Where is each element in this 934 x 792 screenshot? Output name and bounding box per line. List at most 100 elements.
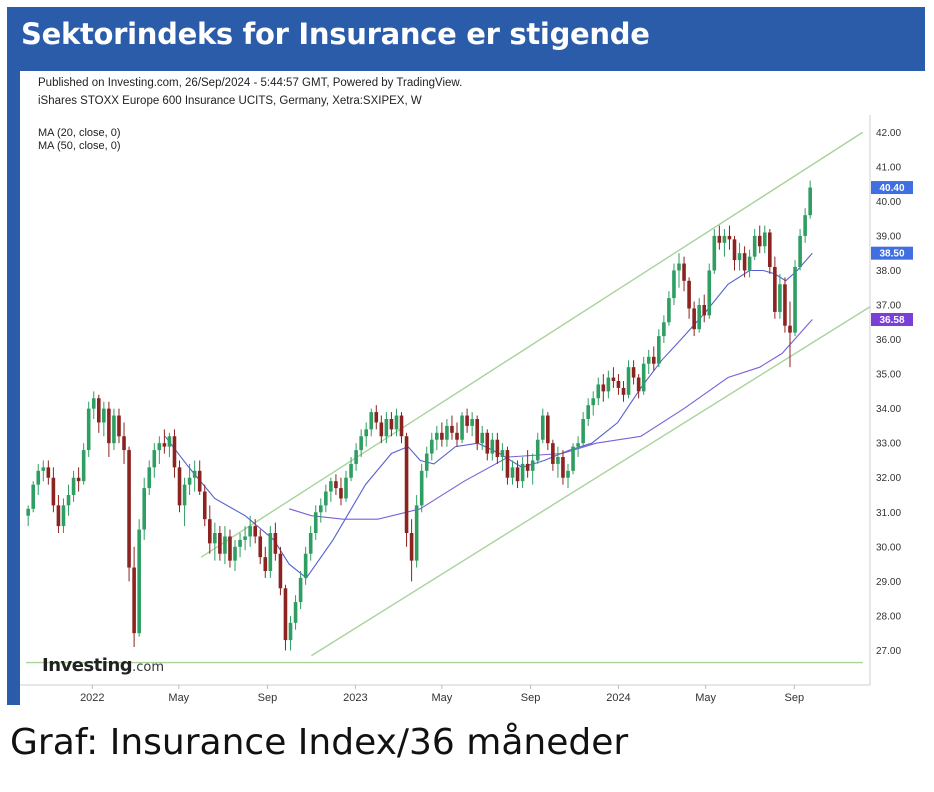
candle-body [601, 384, 606, 392]
candle-body [41, 467, 46, 471]
candle-body [127, 450, 131, 568]
candle-body [112, 415, 116, 444]
y-tick-label: 37.00 [876, 301, 901, 312]
candle-body [91, 398, 96, 409]
x-tick-label: Sep [258, 692, 278, 704]
candle-body [379, 422, 384, 437]
candle-body [510, 467, 515, 478]
candle-body [692, 308, 696, 330]
published-line: Published on Investing.com, 26/Sep/2024 … [38, 77, 463, 89]
candle-body [324, 491, 328, 506]
candle-body [172, 436, 177, 468]
candle-body [192, 470, 197, 478]
candle-body [354, 450, 358, 464]
candle-body [364, 429, 368, 437]
candle-body [475, 419, 479, 444]
candle-body [419, 470, 424, 506]
candle-body [167, 436, 172, 447]
candle-body [147, 467, 152, 489]
candle-body [238, 539, 242, 547]
x-tick-label: 2022 [80, 692, 104, 704]
candle-body [429, 439, 434, 454]
candle-body [248, 526, 252, 537]
candle-body [455, 432, 459, 440]
candle-body [268, 533, 273, 571]
candle-body [313, 512, 318, 533]
ma-legend: MA (20, close, 0) MA (50, close, 0) [38, 127, 121, 153]
candle-body [540, 415, 545, 440]
candle-body [288, 622, 293, 641]
candle-body [71, 477, 76, 495]
candle-body [369, 412, 374, 430]
x-tick-label: Sep [521, 692, 541, 704]
channel-line-lower [311, 306, 871, 657]
candle-body [394, 415, 399, 430]
x-tick-label: 2023 [343, 692, 367, 704]
axis-ticks: 27.00 28.00 29.00 30.00 31.00 32.00 33.00 34.00… [80, 128, 901, 704]
candle-body [742, 253, 747, 271]
candle-body [207, 519, 212, 544]
candle-body [26, 508, 30, 516]
candle-body [793, 267, 797, 333]
last-price-badge-text: 40.40 [879, 183, 904, 194]
candlestick-chart: 27.00 28.00 29.00 30.00 31.00 32.00 33.00 34.00… [20, 115, 913, 704]
candle-body [339, 488, 343, 499]
candles [26, 180, 812, 651]
candle-body [485, 432, 490, 454]
candle-body [687, 280, 691, 309]
moving-averages [164, 252, 813, 579]
candle-body [672, 270, 676, 299]
candle-body [117, 415, 121, 437]
candle-body [546, 415, 550, 444]
candle-body [752, 235, 757, 257]
candle-body [803, 215, 807, 236]
x-tick-label: May [695, 692, 716, 704]
logo-suffix-text: .com [132, 660, 165, 675]
candle-body [132, 567, 136, 634]
ma50-line [288, 319, 813, 520]
y-tick-label: 41.00 [876, 162, 901, 173]
candle-body [81, 450, 86, 482]
candle-body [137, 529, 141, 634]
candle-body [424, 453, 429, 471]
candle-body [414, 505, 419, 561]
candle-body [778, 284, 782, 312]
x-tick-label: Sep [785, 692, 805, 704]
candle-body [223, 536, 227, 554]
candle-body [218, 533, 222, 554]
candle-body [525, 463, 530, 471]
candle-body [631, 367, 636, 378]
candle-body [187, 477, 192, 485]
candle-body [470, 419, 474, 426]
y-tick-label: 33.00 [876, 439, 901, 450]
candle-body [530, 460, 535, 471]
candle-body [727, 235, 732, 240]
candle-body [505, 450, 510, 478]
candle-body [611, 377, 616, 381]
candle-body [197, 470, 202, 492]
candle-body [495, 439, 500, 457]
y-tick-label: 36.00 [876, 335, 901, 346]
candle-body [177, 467, 182, 506]
candle-body [581, 419, 585, 444]
logo-main-text: Investing [42, 655, 133, 676]
candle-body [641, 363, 646, 392]
investing-logo: Investing.com [42, 655, 164, 676]
candle-body [677, 263, 681, 271]
candle-body [228, 536, 232, 561]
candle-body [571, 446, 575, 471]
candle-body [798, 235, 802, 267]
candle-body [788, 325, 792, 333]
candle-body [636, 377, 641, 392]
candle-body [707, 270, 712, 316]
y-tick-label: 38.00 [876, 266, 901, 277]
candle-body [702, 305, 707, 316]
candle-body [298, 577, 303, 603]
candle-body [657, 336, 661, 364]
candle-body [96, 398, 101, 423]
candle-body [66, 495, 71, 506]
candle-body [697, 305, 701, 330]
candle-body [717, 235, 722, 243]
candle-body [520, 463, 525, 482]
candle-body [258, 536, 263, 558]
